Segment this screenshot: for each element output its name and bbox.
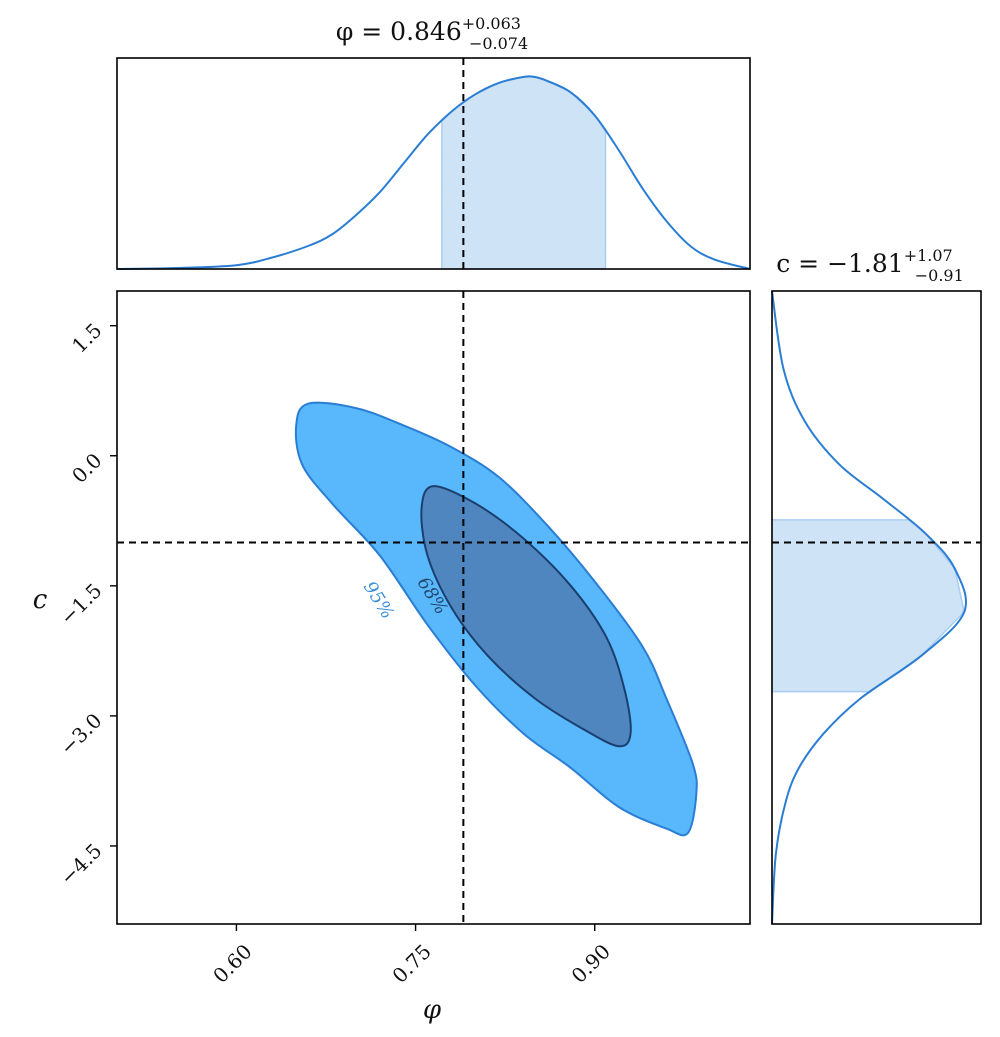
- phi-title: φ = 0.846+0.063 −0.074: [336, 14, 528, 53]
- phi-credible-region: [441, 76, 607, 270]
- y-tick-label: 0.0: [67, 448, 106, 487]
- y-tick-label: 1.5: [67, 318, 106, 357]
- c-credible-region: [771, 519, 965, 693]
- joint-posterior-panel: 95% 68%0.60 0.75 0.901.50.0−1.5−3.0−4.5: [55, 290, 751, 988]
- x-axis-label: φ: [423, 995, 442, 1025]
- right-frame: [771, 290, 982, 925]
- phi-marginal-panel: [116, 57, 751, 270]
- phi-title-main: φ = 0.846: [336, 17, 462, 46]
- y-axis-label: c: [33, 585, 48, 615]
- phi-title-sub: −0.074: [469, 34, 528, 53]
- x-tick-label: 0.75: [387, 939, 435, 987]
- main-frame: [116, 290, 751, 925]
- x-tick-label: 0.60: [208, 939, 256, 987]
- c-marginal-curve: [771, 290, 967, 925]
- phi-marginal-curve: [116, 75, 751, 270]
- phi-title-sup: +0.063: [462, 14, 521, 33]
- contour-label-95pct: 95%: [359, 578, 398, 623]
- c-title-main: c = −1.81: [776, 249, 903, 278]
- x-tick-label: 0.90: [567, 939, 615, 987]
- c-title-sup: +1.07: [904, 246, 953, 265]
- c-title-sub: −0.91: [915, 266, 964, 285]
- top-frame: [116, 57, 751, 270]
- y-tick-label: −4.5: [55, 839, 106, 890]
- c-marginal-panel: [771, 290, 982, 925]
- y-tick-label: −1.5: [55, 578, 106, 629]
- contour-68pct: [420, 485, 632, 748]
- contours-group: [294, 401, 698, 837]
- y-tick-label: −3.0: [55, 708, 106, 759]
- c-title: c = −1.81+1.07 −0.91: [776, 246, 964, 285]
